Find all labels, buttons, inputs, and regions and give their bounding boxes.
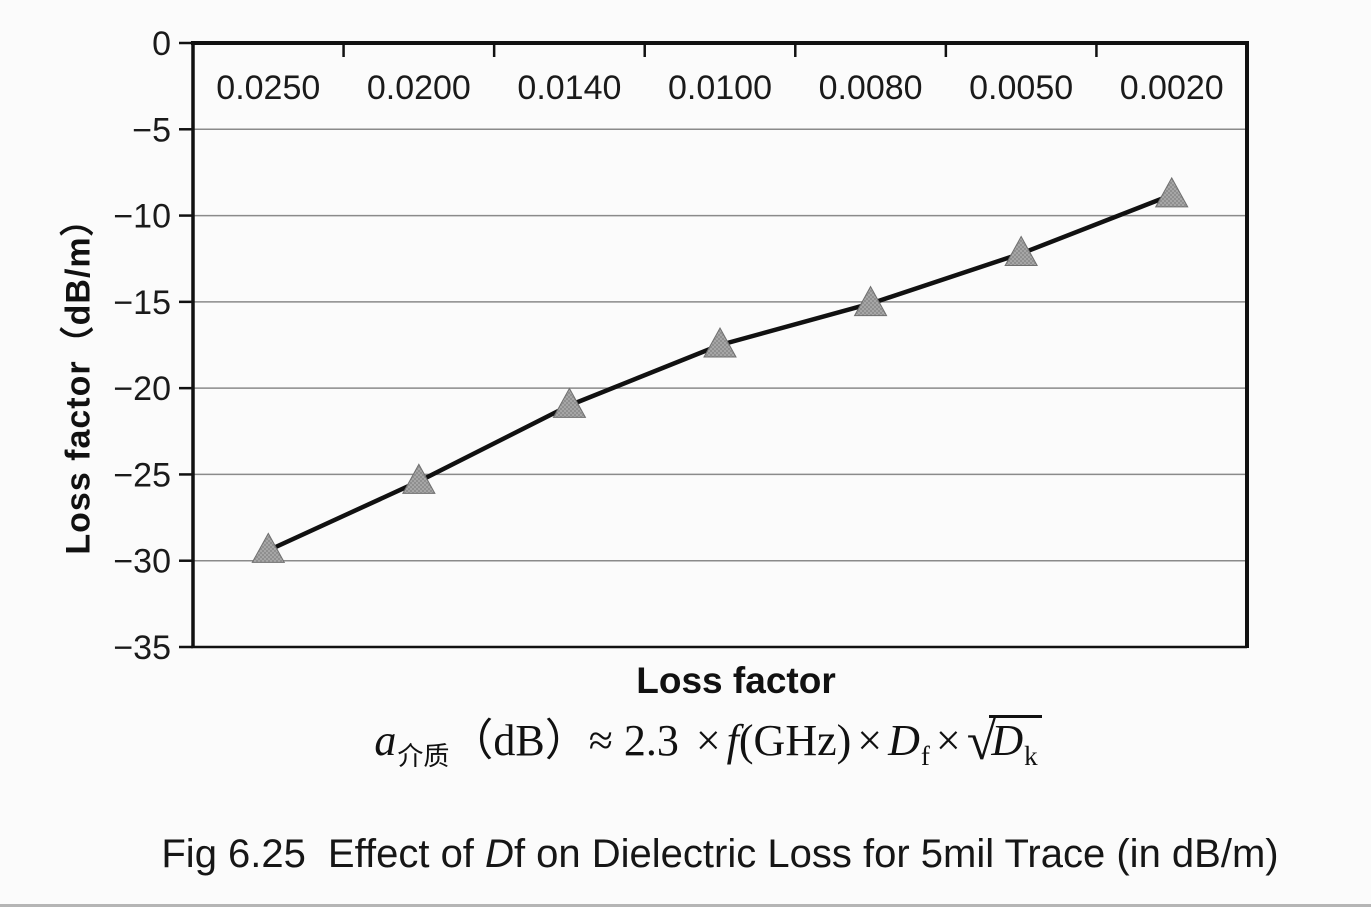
y-axis-title: Loss factor（dB/m）	[59, 201, 98, 555]
formula-dk-subscript: k	[1024, 741, 1038, 771]
y-tick-label: −20	[113, 370, 171, 408]
caption-d-italic: D	[485, 832, 514, 876]
y-tick-label: 0	[152, 25, 171, 63]
formula-ghz: (GHz)	[738, 716, 852, 765]
formula-df: D	[888, 716, 920, 765]
data-point-marker	[552, 387, 587, 418]
formula-times-2: ×	[857, 716, 883, 765]
formula-db-approx: （dB）≈ 2.3	[449, 716, 690, 765]
dielectric-loss-formula: a介质（dB）≈ 2.3 × f(GHz) × Df × √Dk	[45, 704, 1371, 773]
data-point-marker	[853, 285, 888, 317]
formula-alpha: a	[374, 716, 397, 765]
x-tick-label: 0.0050	[969, 69, 1073, 107]
formula-times-1: ×	[695, 716, 721, 765]
series-line	[267, 192, 1173, 553]
x-tick-label: 0.0250	[216, 69, 320, 107]
formula-radicand: Dk	[989, 715, 1042, 771]
caption-text-1: Effect of	[327, 832, 486, 876]
x-axis-title: Loss factor	[636, 660, 836, 701]
x-tick-label: 0.0020	[1120, 69, 1224, 107]
data-point-marker	[402, 463, 436, 494]
formula-dk: D	[991, 716, 1024, 765]
x-tick-label: 0.0080	[819, 69, 923, 107]
x-tick-label: 0.0100	[668, 69, 772, 107]
y-tick-label: −35	[113, 629, 171, 660]
figure-number: Fig 6.25	[161, 832, 306, 876]
formula-frequency: f	[726, 716, 739, 765]
x-tick-label: 0.0200	[367, 69, 471, 107]
y-tick-label: −10	[113, 198, 171, 236]
formula-alpha-subscript: 介质	[397, 742, 450, 771]
data-point-marker	[251, 532, 286, 563]
data-point-marker	[1004, 235, 1038, 267]
loss-factor-line-chart: 0.0250 0.0200 0.0140 0.0100 0.0080 0.0050 0.00…	[113, 25, 1249, 660]
formula-times-3: ×	[935, 716, 961, 765]
y-tick-label: −25	[113, 456, 171, 494]
y-tick-label: −15	[113, 284, 171, 322]
figure-caption: Fig 6.25 Effect of Df on Dielectric Loss …	[69, 832, 1371, 877]
y-tick-label: −30	[113, 543, 171, 581]
formula-df-subscript: f	[920, 741, 930, 771]
caption-text-2: f on Dielectric Loss for 5mil Trace (in …	[513, 832, 1279, 876]
y-tick-label: −5	[132, 111, 171, 149]
x-tick-label: 0.0140	[517, 69, 621, 107]
data-point-marker	[703, 326, 737, 358]
bottom-edge-divider	[0, 904, 1371, 907]
data-point-marker	[1154, 176, 1189, 208]
formula-radical-sign: √	[966, 711, 997, 771]
